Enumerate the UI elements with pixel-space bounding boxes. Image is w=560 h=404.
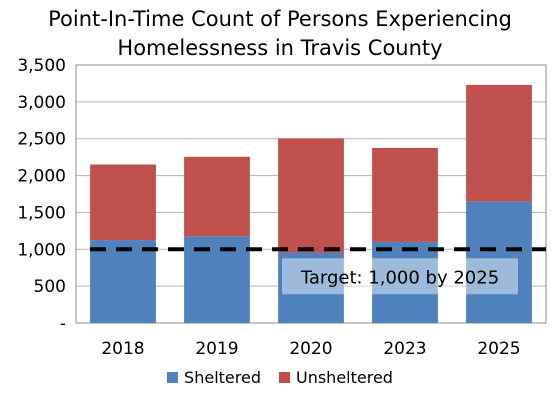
x-tick-label-2019: 2019 [195,339,238,359]
bar-sheltered-2025 [466,201,532,323]
legend-swatch-sheltered [167,372,179,383]
y-tick-label-1: 3,000 [17,93,66,113]
chart-title-line-1: Point-In-Time Count of Persons Experienc… [48,7,512,31]
x-tick-label-2018: 2018 [101,339,144,359]
legend-label-sheltered: Sheltered [184,368,261,387]
y-tick-label-5: 1,000 [17,240,66,260]
target-label-box [282,258,518,295]
y-tick-label-7: - [60,314,66,334]
bar-unsheltered-2018 [90,164,156,241]
y-tick-label-0: 3,500 [17,56,66,76]
bar-unsheltered-2023 [372,147,438,242]
bar-sheltered-2018 [90,240,156,323]
bar-unsheltered-2020 [278,138,344,253]
y-tick-label-2: 2,500 [17,130,66,150]
legend-swatch-unsheltered [278,372,290,383]
x-tick-label-2020: 2020 [289,339,332,359]
bar-sheltered-2020 [278,252,344,323]
bar-sheltered-2023 [372,241,438,323]
x-tick-label-2025: 2025 [477,339,520,359]
bar-sheltered-2019 [184,236,250,323]
chart-title-line-2: Homelessness in Travis County [117,36,443,60]
y-tick-label-3: 2,000 [17,167,66,187]
legend-item-unsheltered: Unsheltered [278,368,393,387]
chart-legend: Sheltered Unsheltered [0,368,560,387]
bar-unsheltered-2025 [466,84,532,202]
target-label: Target: 1,000 by 2025 [300,267,499,288]
legend-label-unsheltered: Unsheltered [295,368,393,387]
x-tick-label-2023: 2023 [383,339,426,359]
y-tick-label-6: 500 [34,277,66,297]
chart-title: Point-In-Time Count of Persons Experienc… [0,5,560,63]
bar-unsheltered-2019 [184,156,250,237]
legend-item-sheltered: Sheltered [167,368,261,387]
y-tick-label-4: 1,500 [17,203,66,223]
